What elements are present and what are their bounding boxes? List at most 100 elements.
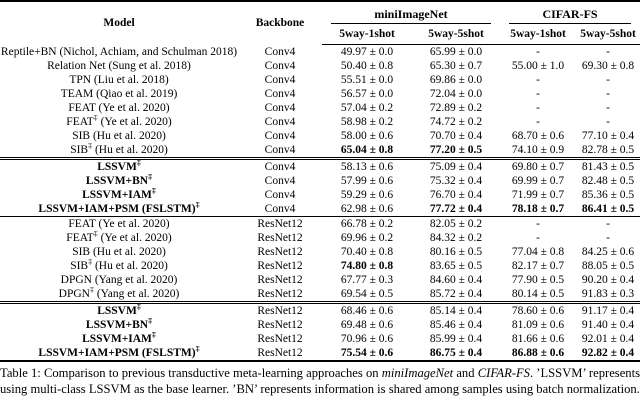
backbone-cell: Conv4: [264, 116, 296, 128]
model-cell: LSSVM‡: [0, 157, 238, 174]
table-row: FEAT (Ye et al. 2020) Conv4 57.04 ± 0.2 72.…: [0, 101, 640, 115]
value-cell: 49.97 ± 0.0: [340, 46, 394, 58]
value-cell: 77.72 ± 0.4: [429, 203, 483, 215]
model-cell: FEAT‡ (Ye et al. 2020): [66, 115, 172, 128]
value-cell: 66.78 ± 0.2: [322, 216, 412, 231]
value-cell: 57.04 ± 0.2: [340, 102, 394, 114]
backbone-cell: ResNet12: [257, 246, 303, 258]
backbone-cell: ResNet12: [257, 260, 303, 272]
column-header-backbone: Backbone: [238, 0, 322, 45]
value-cell: 86.41 ± 0.5: [581, 203, 635, 215]
value-cell: -: [606, 88, 610, 100]
value-cell: 74.10 ± 0.9: [511, 144, 565, 156]
miniimagenet-group-label: miniImageNet: [331, 3, 492, 24]
backbone-cell: ResNet12: [238, 216, 322, 231]
table-row: SIB (Hu et al. 2020) ResNet12 70.40 ± 0.8 8…: [0, 245, 640, 259]
backbone-cell: Conv4: [264, 45, 296, 58]
value-cell: 69.54 ± 0.5: [340, 288, 394, 300]
value-cell: 86.75 ± 0.4: [429, 347, 483, 359]
value-cell: 91.17 ± 0.4: [576, 301, 640, 318]
header-row-shots: 5way-1shot 5way-5shot 5way-1shot 5way-5s…: [0, 25, 640, 45]
table-row: SIB‡ (Hu et al. 2020) ResNet12 74.80 ± 0.8…: [0, 259, 640, 273]
table-section-2: LSSVM‡ Conv4 58.13 ± 0.6 75.09 ± 0.4 69.80 ±…: [0, 157, 640, 217]
backbone-cell: ResNet12: [257, 274, 303, 286]
value-cell: 58.13 ± 0.6: [322, 157, 412, 174]
model-cell: LSSVM+IAM+PSM (FSLSTM)‡: [38, 346, 200, 359]
subheader-mini-1shot: 5way-1shot: [322, 25, 412, 45]
value-cell: -: [536, 116, 540, 128]
table-row: LSSVM+BN‡ ResNet12 69.48 ± 0.6 85.46 ± 0.4 8…: [0, 318, 640, 332]
value-cell: 80.16 ± 0.5: [429, 246, 483, 258]
value-cell: 55.51 ± 0.0: [340, 74, 394, 86]
double-dagger-mark: ‡: [148, 318, 153, 326]
table-row: FEAT‡ (Ye et al. 2020) ResNet12 69.96 ± 0.…: [0, 231, 640, 245]
table-row: DPGN‡ (Yang et al. 2020) ResNet12 69.54 ± …: [0, 287, 640, 303]
model-cell: FEAT (Ye et al. 2020): [68, 102, 170, 114]
value-cell: 50.40 ± 0.8: [340, 60, 394, 72]
value-cell: -: [536, 232, 540, 244]
value-cell: 69.86 ± 0.0: [429, 74, 483, 86]
double-dagger-mark: ‡: [93, 231, 98, 239]
column-group-miniimagenet: miniImageNet: [322, 0, 501, 25]
table-row: TEAM (Qiao et al. 2019) Conv4 56.57 ± 0.0 7…: [0, 87, 640, 101]
column-header-model: Model: [0, 0, 238, 45]
value-cell: 74.72 ± 0.2: [429, 116, 483, 128]
model-cell: TPN (Liu et al. 2018): [69, 74, 169, 86]
value-cell: 78.60 ± 0.6: [500, 301, 577, 318]
value-cell: -: [606, 74, 610, 86]
value-cell: 70.40 ± 0.8: [340, 246, 394, 258]
value-cell: 68.46 ± 0.6: [322, 301, 412, 318]
double-dagger-mark: ‡: [195, 202, 200, 210]
model-cell: LSSVM+IAM‡: [82, 332, 156, 345]
value-cell: -: [536, 88, 540, 100]
double-dagger-mark: ‡: [151, 332, 156, 340]
value-cell: -: [536, 102, 540, 114]
value-cell: 58.98 ± 0.2: [340, 116, 394, 128]
table-row: SIB (Hu et al. 2020) Conv4 58.00 ± 0.6 70.7…: [0, 129, 640, 143]
value-cell: 70.96 ± 0.6: [340, 333, 394, 345]
double-dagger-mark: ‡: [136, 302, 141, 312]
results-table: Model Backbone miniImageNet CIFAR-FS 5wa…: [0, 0, 640, 362]
value-cell: 74.80 ± 0.8: [340, 260, 394, 272]
value-cell: 82.17 ± 0.7: [511, 260, 565, 272]
value-cell: 56.57 ± 0.0: [340, 88, 394, 100]
value-cell: 83.65 ± 0.5: [429, 260, 483, 272]
table-row: FEAT‡ (Ye et al. 2020) Conv4 58.98 ± 0.2 74…: [0, 115, 640, 129]
backbone-cell: ResNet12: [257, 319, 303, 331]
value-cell: 81.66 ± 0.6: [511, 333, 565, 345]
model-cell: Reptile+BN (Nichol, Achiam, and Schulman…: [0, 45, 238, 58]
backbone-cell: Conv4: [264, 144, 296, 156]
subheader-cifar-1shot: 5way-1shot: [500, 25, 577, 45]
value-cell: 85.46 ± 0.4: [429, 319, 483, 331]
value-cell: -: [606, 102, 610, 114]
model-cell: DPGN‡ (Yang et al. 2020): [58, 287, 180, 300]
table-section-4: LSSVM‡ ResNet12 68.46 ± 0.6 85.14 ± 0.4 78.6…: [0, 301, 640, 362]
value-cell: 86.88 ± 0.6: [511, 347, 565, 359]
value-cell: 65.99 ± 0.0: [429, 46, 483, 58]
backbone-cell: ResNet12: [257, 347, 303, 359]
header-row-groups: Model Backbone miniImageNet CIFAR-FS: [0, 0, 640, 45]
value-cell: 77.90 ± 0.5: [511, 274, 565, 286]
value-cell: 85.72 ± 0.4: [429, 288, 483, 300]
value-cell: 65.30 ± 0.7: [429, 60, 483, 72]
table-row: LSSVM+IAM+PSM (FSLSTM)‡ ResNet12 75.54 ± 0…: [0, 346, 640, 361]
value-cell: 59.29 ± 0.6: [340, 189, 394, 201]
table-row: SIB‡ (Hu et al. 2020) Conv4 65.04 ± 0.8 77.…: [0, 143, 640, 159]
table-row: LSSVM+BN‡ Conv4 57.99 ± 0.6 75.32 ± 0.4 69.9…: [0, 174, 640, 188]
value-cell: 90.20 ± 0.4: [581, 274, 635, 286]
value-cell: 65.04 ± 0.8: [340, 144, 394, 156]
value-cell: 85.99 ± 0.4: [429, 333, 483, 345]
value-cell: 84.25 ± 0.6: [581, 246, 635, 258]
value-cell: -: [576, 216, 640, 231]
model-cell: SIB (Hu et al. 2020): [72, 246, 166, 258]
value-cell: -: [606, 232, 610, 244]
table-section-3: FEAT (Ye et al. 2020) ResNet12 66.78 ± 0.2…: [0, 216, 640, 303]
backbone-cell: ResNet12: [257, 232, 303, 244]
value-cell: 67.77 ± 0.3: [340, 274, 394, 286]
backbone-cell: ResNet12: [257, 288, 303, 300]
table-row: LSSVM‡ ResNet12 68.46 ± 0.6 85.14 ± 0.4 78.6…: [0, 301, 640, 318]
column-group-cifarfs: CIFAR-FS: [500, 0, 640, 25]
value-cell: 82.05 ± 0.2: [412, 216, 501, 231]
table-row: LSSVM+IAM‡ ResNet12 70.96 ± 0.6 85.99 ± 0.4…: [0, 332, 640, 346]
value-cell: 85.14 ± 0.4: [412, 301, 501, 318]
